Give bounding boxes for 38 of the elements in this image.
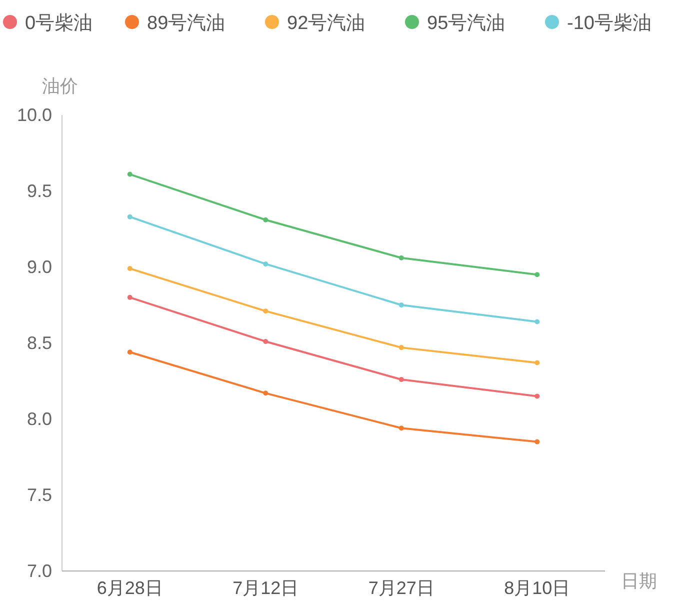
legend-label: 89号汽油 bbox=[147, 13, 226, 34]
point bbox=[263, 338, 268, 344]
x-tick-label: 8月10日 bbox=[504, 578, 570, 598]
point bbox=[127, 172, 132, 177]
legend-label: 0号柴油 bbox=[25, 13, 93, 34]
y-tick-label: 10.0 bbox=[16, 105, 52, 125]
point bbox=[263, 390, 268, 396]
point bbox=[263, 217, 268, 222]
x-axis-title: 日期 bbox=[621, 571, 657, 591]
point bbox=[534, 272, 540, 278]
point bbox=[263, 261, 268, 266]
y-tick-label: 7.5 bbox=[26, 485, 52, 505]
x-tick-label: 7月12日 bbox=[232, 578, 299, 598]
point bbox=[534, 360, 540, 366]
point bbox=[127, 214, 132, 220]
point bbox=[127, 350, 132, 355]
y-tick-label: 8.5 bbox=[26, 333, 52, 353]
legend-label: -10号柴油 bbox=[567, 13, 652, 34]
x-tick-label: 6月28日 bbox=[96, 578, 163, 598]
point bbox=[398, 426, 404, 431]
point bbox=[398, 255, 404, 260]
point bbox=[263, 308, 268, 314]
legend-label: 95号汽油 bbox=[427, 13, 506, 34]
point bbox=[127, 266, 132, 272]
x-tick-label: 7月27日 bbox=[368, 578, 434, 598]
y-tick-label: 9.5 bbox=[26, 181, 52, 201]
point bbox=[398, 302, 404, 308]
point bbox=[534, 394, 540, 399]
point bbox=[534, 439, 540, 444]
point bbox=[398, 345, 404, 350]
point bbox=[398, 376, 404, 382]
y-tick-label: 8.0 bbox=[26, 409, 52, 429]
y-axis-title: 油价 bbox=[42, 76, 78, 96]
y-tick-label: 7.0 bbox=[26, 561, 52, 581]
y-tick-label: 9.0 bbox=[26, 257, 52, 277]
point bbox=[127, 294, 132, 300]
point bbox=[534, 319, 540, 324]
legend-label: 92号汽油 bbox=[287, 13, 366, 34]
